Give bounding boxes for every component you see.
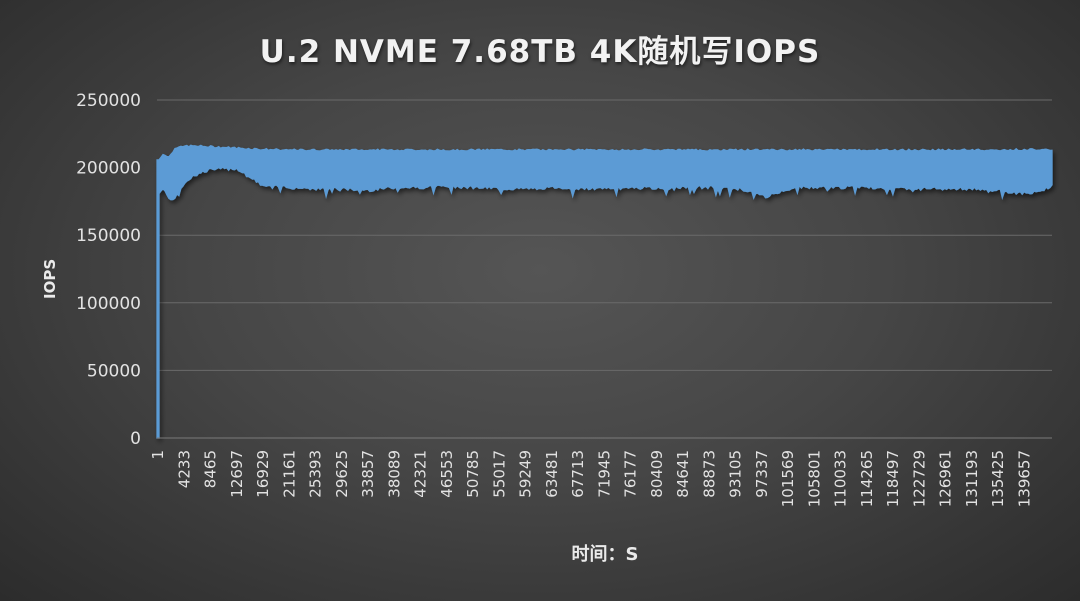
x-tick-label: 29625 xyxy=(333,450,351,498)
x-tick-label: 1 xyxy=(149,450,167,460)
x-tick-label: 84641 xyxy=(674,450,692,498)
data-series-iops xyxy=(156,144,1053,439)
x-tick-label: 88873 xyxy=(700,450,718,498)
x-tick-label: 135425 xyxy=(989,450,1007,507)
x-tick-label: 16929 xyxy=(254,450,272,498)
gridlines xyxy=(157,99,1052,371)
x-tick-label: 122729 xyxy=(910,450,928,507)
x-tick-label: 42321 xyxy=(412,450,430,498)
x-tick-label: 33857 xyxy=(359,450,377,498)
x-tick-label: 46553 xyxy=(438,450,456,498)
y-axis-ticks: 0 50000 100000 150000 200000 250000 xyxy=(76,91,141,449)
chart-title: U.2 NVME 7.68TB 4K随机写IOPS xyxy=(259,34,821,70)
x-tick-label: 139657 xyxy=(1015,450,1033,507)
x-tick-label: 4233 xyxy=(175,450,193,488)
x-tick-label: 8465 xyxy=(202,450,220,488)
x-tick-label: 50785 xyxy=(464,450,482,498)
x-tick-label: 63481 xyxy=(543,450,561,498)
x-tick-label: 55017 xyxy=(490,450,508,498)
y-tick-label: 0 xyxy=(130,429,141,449)
x-tick-label: 93105 xyxy=(727,450,745,498)
x-tick-label: 76177 xyxy=(622,450,640,498)
x-tick-label: 67713 xyxy=(569,450,587,498)
x-axis-ticks: 1 4233 8465 12697 16929 21161 25393 29625 33857 3… xyxy=(149,450,1033,507)
x-tick-label: 80409 xyxy=(648,450,666,498)
x-tick-label: 25393 xyxy=(307,450,325,498)
x-tick-label: 21161 xyxy=(280,450,298,498)
x-tick-label: 38089 xyxy=(385,450,403,498)
y-tick-label: 50000 xyxy=(87,361,141,381)
x-tick-label: 101569 xyxy=(779,450,797,507)
x-tick-label: 114265 xyxy=(858,450,876,507)
x-tick-label: 126961 xyxy=(937,450,955,507)
x-axis-label: 时间：S xyxy=(571,544,639,565)
x-tick-label: 105801 xyxy=(805,450,823,507)
x-tick-label: 131193 xyxy=(963,450,981,507)
y-tick-label: 250000 xyxy=(76,91,141,111)
x-tick-label: 118497 xyxy=(884,450,902,507)
x-tick-label: 110033 xyxy=(832,450,850,507)
x-tick-label: 97337 xyxy=(753,450,771,498)
y-tick-label: 150000 xyxy=(76,226,141,246)
x-tick-label: 59249 xyxy=(517,450,535,498)
x-tick-label: 71945 xyxy=(595,450,613,498)
iops-band xyxy=(156,144,1053,439)
x-tick-label: 12697 xyxy=(228,450,246,498)
y-tick-label: 100000 xyxy=(76,294,141,314)
y-tick-label: 200000 xyxy=(76,159,141,179)
